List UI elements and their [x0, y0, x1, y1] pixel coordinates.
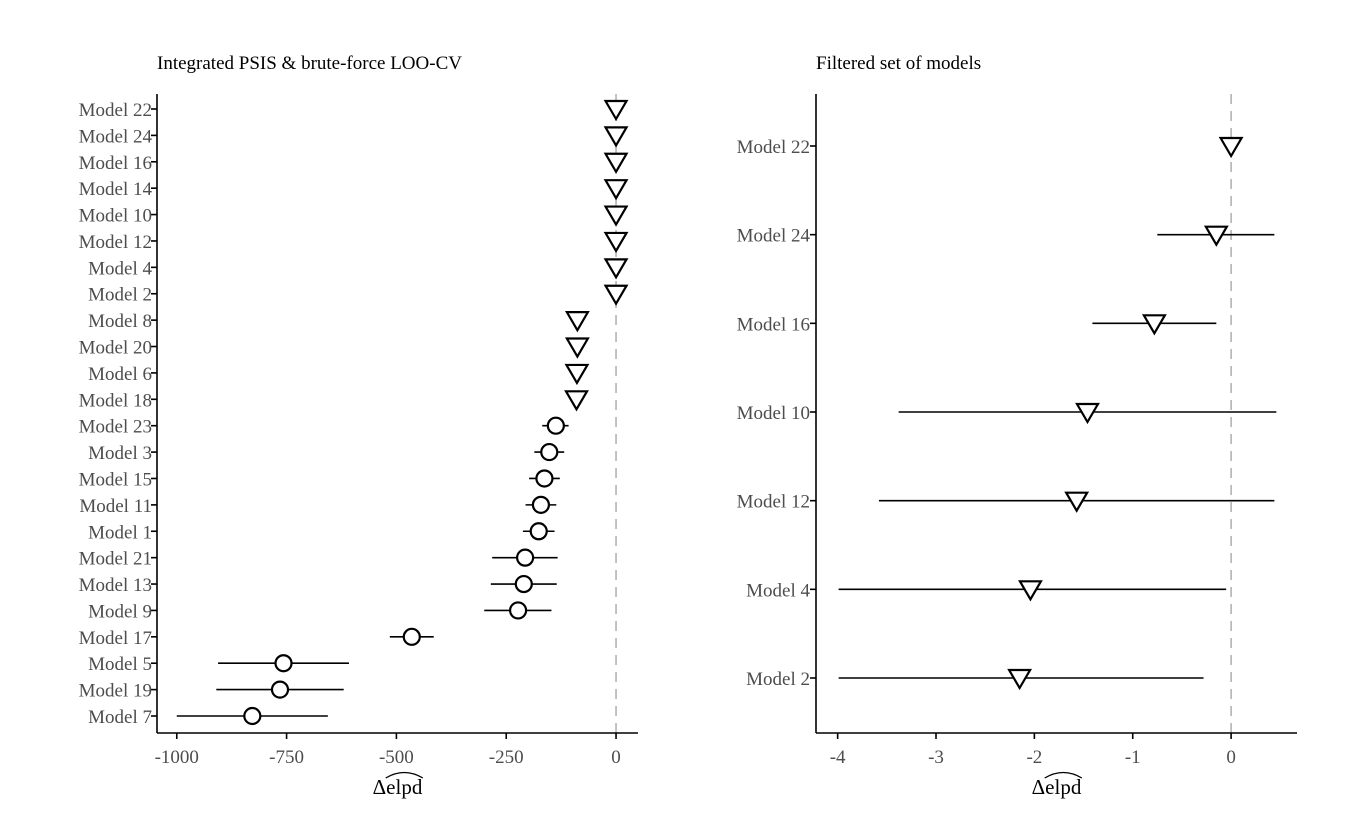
x-tick-label: -4 — [830, 747, 846, 768]
point-marker-circle — [508, 601, 528, 620]
point-marker-circle — [270, 680, 290, 699]
point-marker-triangle — [603, 99, 629, 122]
point-marker-circle — [535, 469, 554, 488]
point-marker-triangle — [564, 363, 590, 386]
y-tick-label: Model 8 — [88, 311, 152, 332]
x-tick-label: -500 — [379, 747, 414, 768]
x-tick-label: -3 — [928, 747, 944, 768]
point-marker-triangle — [564, 337, 590, 359]
y-tick-label: Model 10 — [737, 403, 810, 424]
point-marker-triangle — [1141, 314, 1167, 336]
point-marker-triangle — [603, 284, 629, 306]
x-tick-label: -2 — [1026, 747, 1042, 768]
point-marker-circle — [516, 548, 535, 567]
y-tick-label: Model 16 — [79, 153, 152, 174]
point-marker-circle — [274, 654, 293, 673]
y-tick-label: Model 6 — [88, 364, 152, 385]
y-tick-label: Model 16 — [737, 314, 810, 335]
point-marker-triangle — [1018, 580, 1043, 602]
y-tick-label: Model 20 — [79, 338, 152, 359]
y-tick-label: Model 23 — [79, 417, 152, 438]
y-tick-label: Model 2 — [746, 669, 810, 690]
point-marker-triangle — [603, 179, 629, 201]
point-marker-triangle — [564, 390, 589, 412]
point-marker-triangle — [603, 126, 629, 148]
x-tick-label: 0 — [611, 747, 621, 768]
y-tick-label: Model 14 — [79, 179, 153, 200]
panel-filtered-models: Filtered set of models -4 -3 -2 -1 0 Δelpd Mod… — [737, 53, 1297, 799]
point-marker-circle — [514, 574, 533, 594]
y-tick-label: Model 22 — [79, 100, 152, 121]
y-tick-label: Model 3 — [88, 443, 152, 464]
hat-accent — [385, 771, 424, 779]
y-tick-label: Model 22 — [737, 137, 810, 158]
y-tick-label: Model 11 — [79, 496, 152, 517]
y-tick-label: Model 7 — [88, 707, 152, 728]
panel-integrated-psis: Integrated PSIS & brute-force LOO-CV -10… — [79, 53, 638, 799]
y-tick-label: Model 24 — [79, 126, 153, 147]
y-tick-label: Model 10 — [79, 206, 152, 227]
y-tick-label: Model 18 — [79, 390, 152, 411]
panel-title: Integrated PSIS & brute-force LOO-CV — [157, 53, 462, 74]
point-marker-triangle — [603, 152, 629, 174]
point-marker-circle — [243, 706, 262, 726]
point-marker-circle — [546, 416, 565, 435]
x-tick-label: 0 — [1226, 747, 1236, 768]
panel-title: Filtered set of models — [816, 53, 981, 74]
y-tick-label: Model 19 — [79, 681, 152, 702]
y-tick-label: Model 5 — [88, 654, 152, 675]
point-marker-triangle — [1007, 668, 1033, 691]
y-tick-label: Model 17 — [79, 628, 152, 649]
point-marker-circle — [531, 495, 551, 514]
x-tick-label: -1000 — [155, 747, 199, 768]
y-tick-label: Model 13 — [79, 575, 152, 596]
x-tick-label: -250 — [489, 747, 524, 768]
y-tick-label: Model 12 — [79, 232, 152, 253]
y-tick-label: Model 1 — [88, 522, 152, 543]
hat-accent — [1044, 771, 1083, 779]
point-marker-triangle — [1203, 225, 1229, 247]
x-tick-label: -750 — [269, 747, 304, 768]
y-tick-label: Model 2 — [88, 285, 152, 306]
point-marker-triangle — [603, 205, 629, 227]
y-tick-label: Model 12 — [737, 492, 810, 513]
x-tick-label: -1 — [1125, 747, 1141, 768]
y-tick-label: Model 4 — [746, 580, 810, 601]
point-marker-circle — [540, 442, 559, 462]
y-tick-label: Model 4 — [88, 258, 152, 279]
x-axis-label: Δelpd — [373, 775, 423, 799]
point-marker-triangle — [603, 258, 629, 280]
point-marker-triangle — [1218, 136, 1244, 159]
point-marker-triangle — [1064, 491, 1090, 513]
point-marker-triangle — [1075, 402, 1100, 425]
y-tick-label: Model 15 — [79, 469, 152, 490]
point-marker-circle — [529, 522, 548, 541]
y-tick-label: Model 9 — [88, 601, 152, 622]
y-tick-label: Model 24 — [737, 226, 811, 247]
point-marker-triangle — [564, 311, 590, 333]
y-tick-label: Model 21 — [79, 549, 152, 570]
point-marker-circle — [402, 627, 421, 646]
x-axis-label: Δelpd — [1032, 775, 1082, 799]
point-marker-triangle — [603, 231, 629, 254]
